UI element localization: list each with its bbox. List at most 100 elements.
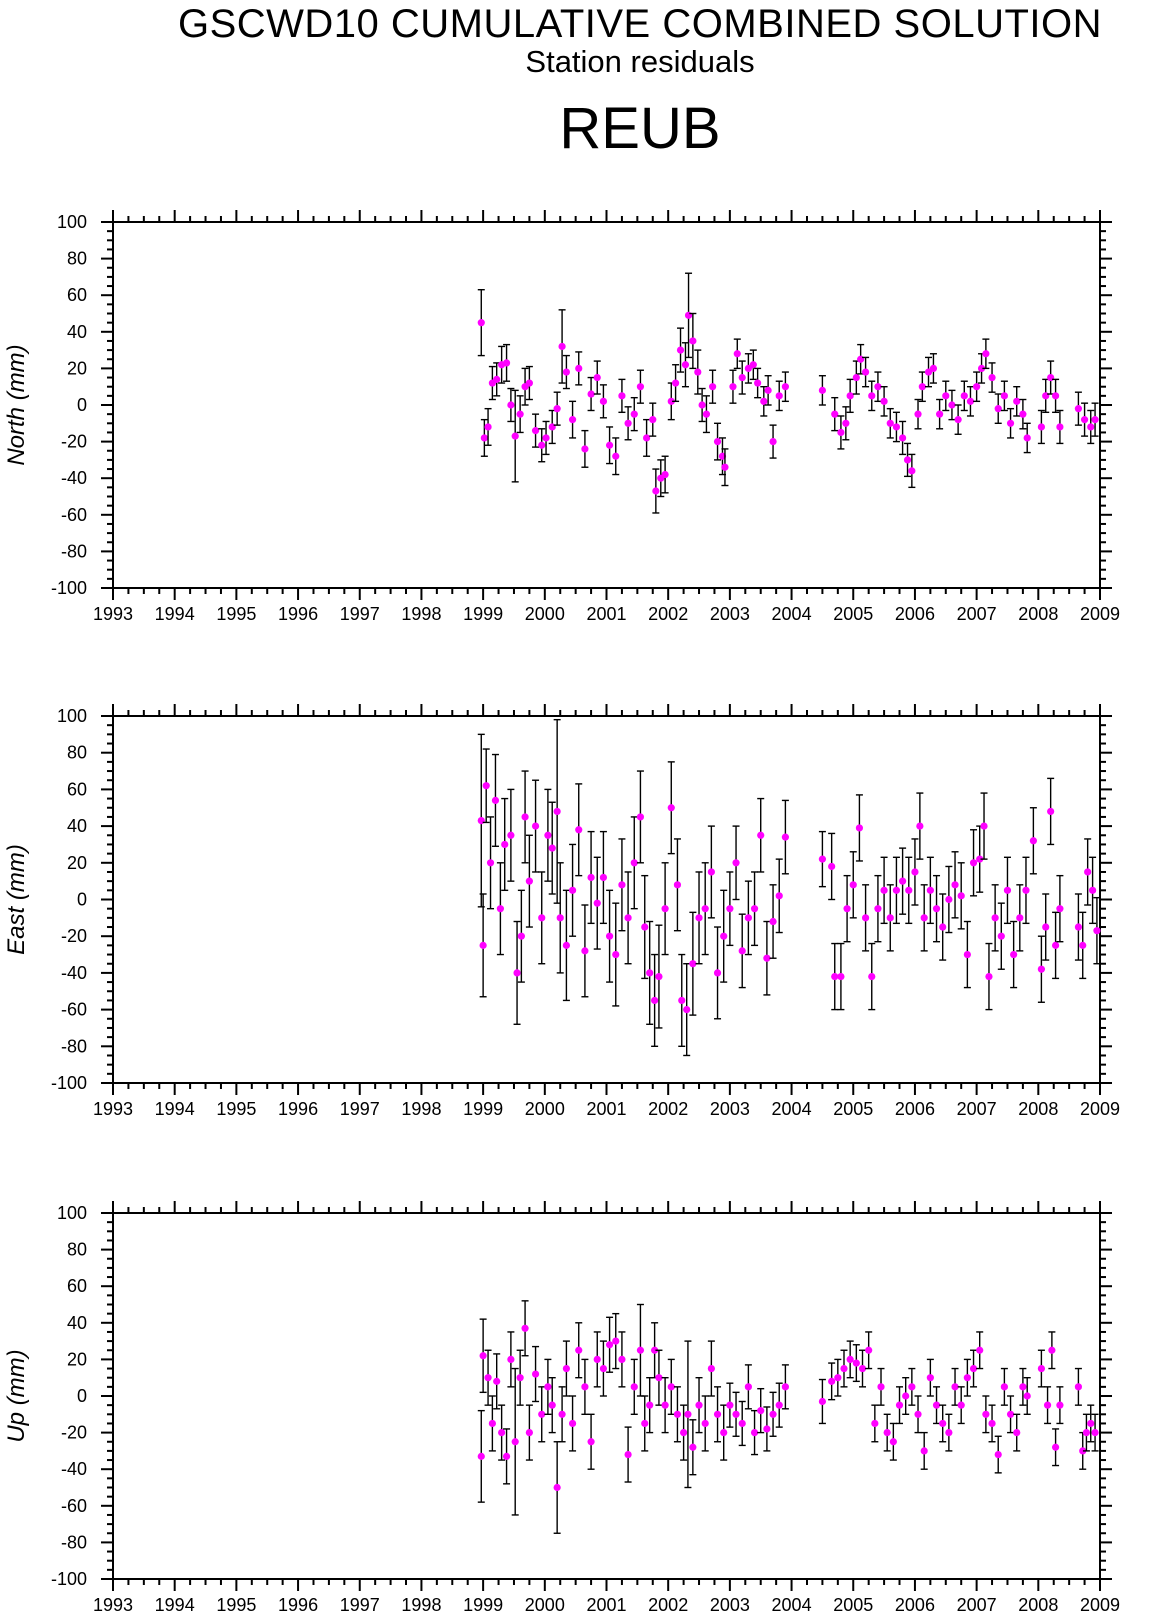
data-point [828, 1377, 836, 1385]
data-point [702, 410, 711, 418]
x-tick-label: 2001 [586, 604, 626, 624]
data-point [726, 1401, 734, 1409]
data-point [630, 410, 638, 418]
data-point [726, 905, 734, 913]
data-point [1047, 807, 1055, 816]
data-point [920, 1447, 928, 1455]
data-point [757, 831, 765, 839]
data-point [558, 1410, 566, 1418]
data-point [843, 905, 851, 913]
data-point [880, 397, 888, 405]
data-point [477, 1452, 485, 1460]
data-point [531, 822, 540, 830]
data-point [948, 401, 956, 409]
data-point [482, 782, 490, 790]
x-tick-label: 2000 [525, 1099, 565, 1119]
data-point [846, 392, 854, 400]
data-point [754, 379, 762, 387]
data-point [1088, 886, 1097, 894]
x-tick-label: 1998 [401, 1595, 441, 1615]
data-point [831, 410, 839, 418]
y-tick-label: 20 [67, 358, 87, 378]
data-point [575, 826, 583, 834]
data-point [667, 1383, 675, 1391]
data-point [918, 383, 926, 391]
x-tick-label: 1993 [93, 1595, 133, 1615]
y-tick-label: -20 [61, 1423, 87, 1443]
data-point [646, 969, 654, 977]
data-point [612, 950, 620, 959]
y-tick-label: 100 [57, 212, 87, 232]
data-point [673, 881, 682, 889]
data-point [636, 383, 645, 391]
data-point [479, 1352, 487, 1360]
x-tick-label: 1994 [155, 1099, 195, 1119]
x-tick-label: 2007 [957, 1099, 997, 1119]
data-point [1080, 416, 1089, 424]
x-tick-label: 1999 [463, 1099, 503, 1119]
data-point [818, 1397, 827, 1406]
data-point [694, 368, 702, 376]
data-point [479, 941, 487, 949]
data-point [605, 441, 614, 449]
data-point [683, 1006, 691, 1014]
data-point [1019, 410, 1027, 418]
x-tick-label: 1997 [340, 1595, 380, 1615]
data-point [929, 364, 938, 372]
data-point [618, 1355, 626, 1363]
data-point [889, 1438, 897, 1446]
data-point [1051, 1443, 1060, 1451]
data-point [874, 905, 882, 913]
y-tick-label: 20 [67, 1349, 87, 1369]
data-point [1087, 1419, 1095, 1428]
data-point [484, 1374, 492, 1382]
data-point [624, 1450, 632, 1459]
data-point [581, 445, 589, 453]
data-point [775, 1401, 783, 1409]
data-point [899, 434, 907, 442]
data-point [593, 899, 601, 907]
data-point [920, 914, 928, 922]
data-point [568, 1419, 577, 1428]
data-point [698, 401, 706, 409]
x-tick-label: 1998 [401, 1099, 441, 1119]
data-point [612, 452, 620, 460]
data-point [624, 914, 632, 922]
data-point [544, 831, 552, 839]
data-point [874, 383, 882, 391]
data-point [502, 359, 511, 367]
data-point [781, 833, 789, 841]
data-point [709, 383, 717, 391]
data-point [775, 892, 783, 900]
data-point [942, 392, 950, 400]
data-point [721, 463, 729, 471]
data-point [521, 1324, 529, 1332]
data-point [963, 950, 971, 959]
data-point [507, 1355, 515, 1363]
data-point [531, 427, 540, 435]
x-tick-label: 1999 [463, 604, 503, 624]
data-point [1043, 1401, 1052, 1409]
data-point [1029, 837, 1037, 845]
data-point [661, 1401, 669, 1409]
data-point [902, 1392, 910, 1400]
data-point [511, 432, 519, 440]
data-point [852, 373, 860, 382]
data-point [858, 1364, 867, 1373]
y-tick-label: -60 [61, 1496, 87, 1516]
data-point [1019, 1383, 1027, 1391]
data-point [997, 932, 1005, 940]
data-point [744, 364, 752, 372]
x-tick-label: 2005 [833, 604, 873, 624]
data-point [701, 1419, 709, 1428]
data-point [914, 1410, 922, 1418]
data-point [630, 1383, 638, 1391]
data-point [511, 1438, 519, 1446]
data-point [636, 813, 645, 821]
y-tick-label: 40 [67, 322, 87, 342]
data-point [973, 383, 981, 391]
data-point [593, 373, 601, 382]
x-tick-label: 2000 [525, 1595, 565, 1615]
data-point [763, 1425, 771, 1433]
data-point [575, 1346, 583, 1354]
